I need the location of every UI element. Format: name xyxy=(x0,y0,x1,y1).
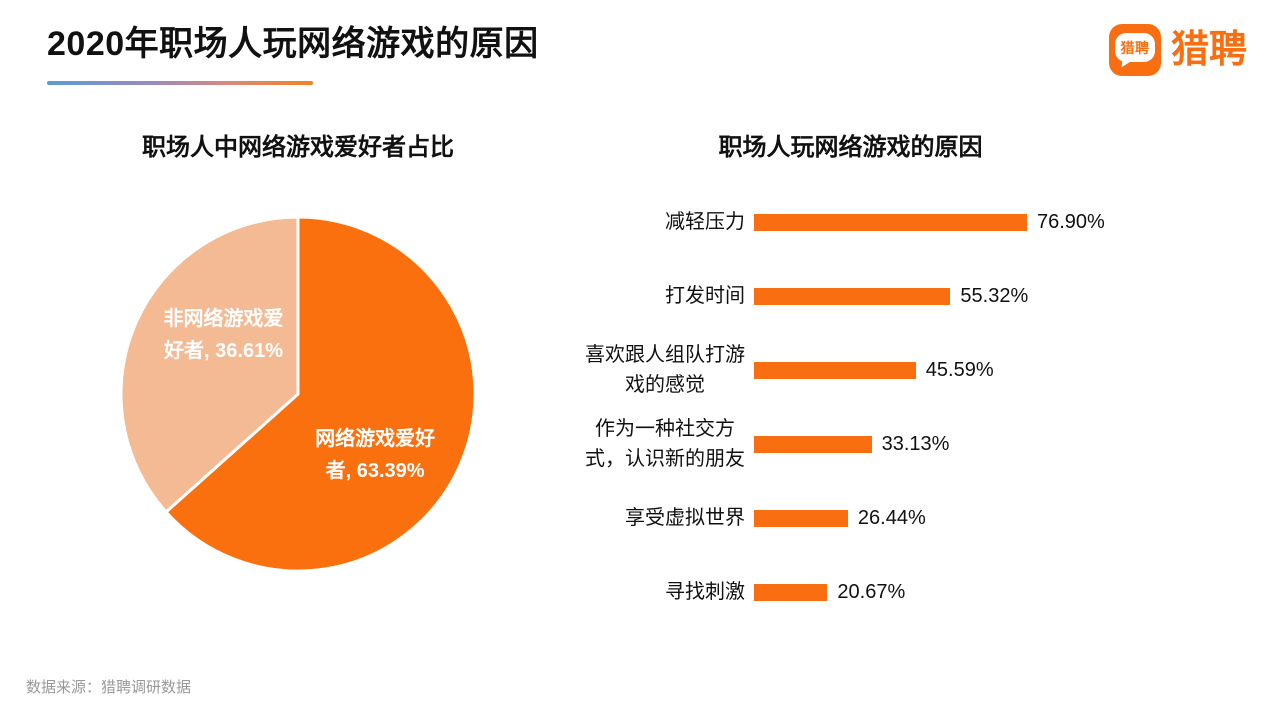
bar-row: 享受虚拟世界 26.44% xyxy=(558,481,1143,555)
bar-category-label: 作为一种社交方 式，认识新的朋友 xyxy=(585,418,745,470)
bar-rect xyxy=(754,287,951,305)
bar-rect xyxy=(754,509,848,527)
logo-badge-text: 猎聘 xyxy=(1120,39,1150,56)
pie-slice xyxy=(119,215,300,514)
bar-row: 作为一种社交方 式，认识新的朋友 33.13% xyxy=(558,407,1143,481)
bar-row: 寻找刺激 20.67% xyxy=(558,555,1143,629)
data-source: 数据来源：猎聘调研数据 xyxy=(26,679,192,696)
bar-row: 减轻压力 76.90% xyxy=(558,185,1143,259)
bar-track: 76.90% xyxy=(754,211,1143,234)
liepin-logo: 猎聘 猎聘 xyxy=(1108,24,1247,76)
bar-value-label: 76.90% xyxy=(1037,210,1105,233)
bar-value-label: 45.59% xyxy=(925,358,994,381)
speech-bubble-icon: 猎聘 xyxy=(1114,33,1155,62)
bar-value-label: 55.32% xyxy=(960,284,1029,307)
bar-rect xyxy=(754,435,872,453)
bar-track: 55.32% xyxy=(754,285,1143,308)
bar-rect xyxy=(754,583,828,601)
bar-category-label: 喜欢跟人组队打游 戏的感觉 xyxy=(585,344,745,396)
bar-category-label: 打发时间 xyxy=(665,285,745,307)
logo-brand-text: 猎聘 xyxy=(1170,29,1247,71)
pie-chart-svg xyxy=(119,215,477,573)
pie-chart: 网络游戏爱好 者, 63.39% 非网络游戏爱 好者, 36.61% xyxy=(108,204,488,584)
bar-row: 喜欢跟人组队打游 戏的感觉 45.59% xyxy=(558,333,1143,407)
bar-chart-section: 职场人玩网络游戏的原因 减轻压力 76.90% 打发时间 55.32% 喜欢跟人组队打游… xyxy=(558,120,1143,629)
bar-chart-title: 职场人玩网络游戏的原因 xyxy=(718,134,983,161)
page-title: 2020年职场人玩网络游戏的原因 xyxy=(47,25,539,63)
bar-track: 26.44% xyxy=(754,507,1143,530)
liepin-logo-icon: 猎聘 xyxy=(1108,24,1161,76)
bar-category-label: 享受虚拟世界 xyxy=(625,507,745,529)
bar-chart: 减轻压力 76.90% 打发时间 55.32% 喜欢跟人组队打游 戏的感觉 45.59% 作为… xyxy=(558,185,1143,629)
pie-chart-section: 职场人中网络游戏爱好者占比 网络游戏爱好 者, 63.39% 非网络游戏爱 好者, 3… xyxy=(40,120,556,584)
bar-value-label: 26.44% xyxy=(857,506,926,529)
bar-value-label: 33.13% xyxy=(881,432,950,455)
bar-row: 打发时间 55.32% xyxy=(558,259,1143,333)
bar-category-label: 减轻压力 xyxy=(665,211,745,233)
bar-value-label: 20.67% xyxy=(837,580,906,603)
bar-rect xyxy=(754,361,916,379)
bar-category-label: 寻找刺激 xyxy=(665,581,745,603)
title-underline xyxy=(47,81,313,85)
pie-slice xyxy=(164,215,477,573)
pie-chart-title: 职场人中网络游戏爱好者占比 xyxy=(142,134,454,161)
bar-track: 20.67% xyxy=(754,581,1143,604)
bar-track: 45.59% xyxy=(754,359,1143,382)
bar-track: 33.13% xyxy=(754,433,1143,456)
bar-rect xyxy=(754,213,1027,231)
